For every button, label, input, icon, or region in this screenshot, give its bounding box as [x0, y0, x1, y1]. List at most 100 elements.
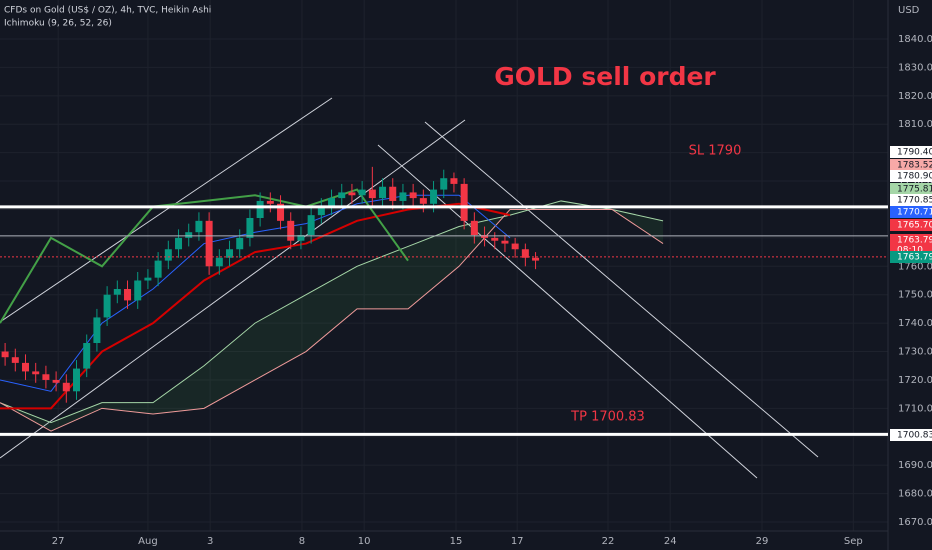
candle-body — [277, 203, 285, 221]
candle-body — [22, 362, 30, 372]
candle-body — [175, 237, 183, 250]
price-badge-label: 1780.90 — [897, 172, 932, 182]
x-tick-label: Sep — [844, 536, 863, 547]
y-tick-label: 1740.00 — [898, 318, 932, 329]
plot — [0, 97, 819, 479]
price-badge — [890, 194, 932, 206]
x-tick-label: 27 — [52, 536, 65, 547]
indicator-line — [0, 208, 664, 432]
candle-body — [358, 189, 366, 196]
cloud — [0, 200, 664, 432]
x-tick-label: 29 — [756, 536, 769, 547]
candle-body — [430, 189, 438, 204]
candle-body — [338, 192, 346, 199]
candle-body — [481, 235, 489, 238]
price-badge-label: 1775.81 — [897, 185, 932, 195]
x-tick-label: 10 — [358, 536, 371, 547]
candle-body — [379, 186, 387, 199]
y-tick-label: 1690.00 — [898, 460, 932, 471]
price-badge-label: 1783.52 — [897, 161, 932, 171]
candle-body — [348, 192, 356, 196]
candle-body — [32, 371, 40, 375]
candle-body — [521, 249, 529, 258]
y-tick-label: 1810.00 — [898, 119, 932, 130]
candle-body — [73, 368, 81, 392]
candle-body — [134, 280, 142, 301]
candle-body — [317, 206, 325, 216]
x-tick-label: Aug — [138, 536, 158, 547]
candle-body — [399, 192, 407, 201]
header: CFDs on Gold (US$ / OZ), 4h, TVC, Heikin… — [4, 6, 211, 16]
x-tick-label: 22 — [602, 536, 615, 547]
trend-line — [0, 119, 466, 459]
candle-body — [144, 277, 152, 281]
candle-body — [297, 235, 305, 241]
candle-body — [470, 220, 478, 236]
candle-body — [328, 198, 336, 207]
candle-body — [409, 192, 417, 199]
price-badge — [890, 159, 932, 171]
candle-body — [113, 289, 121, 295]
x-tick-label: 24 — [664, 536, 677, 547]
price-badge-label: 1700.83 — [897, 431, 932, 441]
candle-body — [11, 357, 19, 363]
candle-body — [103, 294, 111, 318]
currency: USD — [898, 5, 920, 16]
candle-body — [511, 243, 519, 250]
price-badge — [890, 429, 932, 441]
candle-body — [460, 183, 468, 221]
x-tick-label: 17 — [511, 536, 524, 547]
candle-body — [195, 220, 203, 233]
y-tick-label: 1750.00 — [898, 290, 932, 301]
y-tick-label: 1840.00 — [898, 34, 932, 45]
candle-body — [236, 237, 244, 250]
candle-body — [419, 198, 427, 204]
candle-body — [491, 237, 499, 241]
price-badge — [890, 146, 932, 158]
y-tick-label: 1830.00 — [898, 62, 932, 73]
y-tick-label: 1730.00 — [898, 347, 932, 358]
x-tick-label: 15 — [450, 536, 463, 547]
indicator-line — [0, 200, 664, 424]
candle-body — [124, 289, 132, 301]
price-badge-label: 1763.79 — [897, 253, 932, 263]
price-badge-label: 1765.70 — [897, 221, 932, 231]
y-tick-label: 1760.00 — [898, 261, 932, 272]
trend-line — [0, 97, 333, 323]
y-tick-label: 1820.00 — [898, 91, 932, 102]
candle-body — [1, 351, 9, 358]
candle-body — [83, 343, 91, 369]
price-badge — [890, 234, 932, 256]
annotation: TP 1700.83 — [570, 410, 645, 425]
price-badge-label: 1770.85 — [897, 196, 932, 206]
price-badge — [890, 170, 932, 182]
candle-body — [226, 249, 234, 258]
candle-body — [256, 200, 264, 218]
candle-body — [266, 200, 274, 204]
candle-body — [185, 232, 193, 238]
candle-body — [287, 220, 295, 241]
annotation: SL 1790 — [689, 144, 742, 159]
price-badge-label: 1763.79 — [897, 236, 932, 246]
candle-body — [307, 215, 315, 236]
y-tick-label: 1720.00 — [898, 375, 932, 386]
price-badge-sub: 08:10 — [897, 246, 923, 256]
candle-body — [389, 186, 397, 201]
candle-body — [368, 189, 376, 199]
candle-body — [501, 240, 509, 244]
candle-body — [52, 379, 60, 383]
y-tick-label: 1710.00 — [898, 403, 932, 414]
candle-body — [246, 217, 254, 238]
price-badge-label: 1770.71 — [897, 208, 932, 218]
title: GOLD sell order — [494, 62, 716, 91]
price-badge — [890, 219, 932, 231]
y-tick-label: 1680.00 — [898, 489, 932, 500]
candle-body — [205, 220, 213, 267]
indicator-label: Ichimoku (9, 26, 52, 26) — [4, 19, 112, 29]
x-tick-label: 3 — [207, 536, 213, 547]
candle-body — [440, 178, 448, 190]
candle-body — [62, 382, 70, 392]
candle-body — [532, 257, 540, 261]
candle-body — [154, 260, 162, 278]
